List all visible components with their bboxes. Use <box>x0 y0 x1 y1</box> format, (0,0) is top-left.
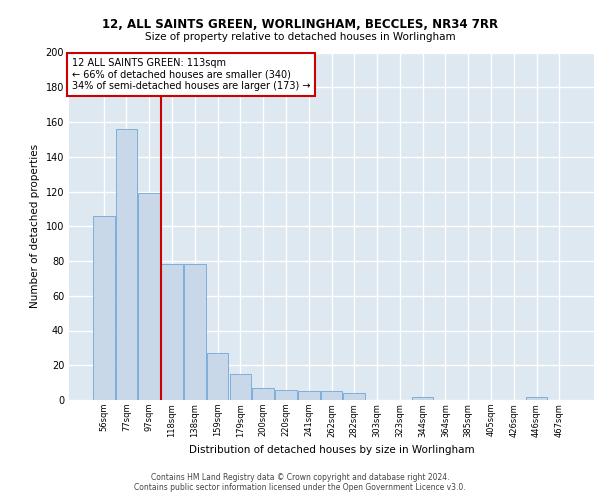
Bar <box>343 393 365 400</box>
X-axis label: Distribution of detached houses by size in Worlingham: Distribution of detached houses by size … <box>188 445 475 455</box>
Bar <box>230 374 251 400</box>
Text: Contains HM Land Registry data © Crown copyright and database right 2024.
Contai: Contains HM Land Registry data © Crown c… <box>134 473 466 492</box>
Bar <box>139 193 160 400</box>
Bar <box>412 396 433 400</box>
Bar <box>253 388 274 400</box>
Bar <box>93 216 115 400</box>
Text: 12 ALL SAINTS GREEN: 113sqm
← 66% of detached houses are smaller (340)
34% of se: 12 ALL SAINTS GREEN: 113sqm ← 66% of det… <box>71 58 310 91</box>
Bar <box>161 264 183 400</box>
Bar <box>116 129 137 400</box>
Y-axis label: Number of detached properties: Number of detached properties <box>30 144 40 308</box>
Text: Size of property relative to detached houses in Worlingham: Size of property relative to detached ho… <box>145 32 455 42</box>
Bar <box>207 353 229 400</box>
Bar <box>275 390 297 400</box>
Text: 12, ALL SAINTS GREEN, WORLINGHAM, BECCLES, NR34 7RR: 12, ALL SAINTS GREEN, WORLINGHAM, BECCLE… <box>102 18 498 30</box>
Bar <box>298 392 320 400</box>
Bar <box>526 396 547 400</box>
Bar <box>320 392 343 400</box>
Bar <box>184 264 206 400</box>
